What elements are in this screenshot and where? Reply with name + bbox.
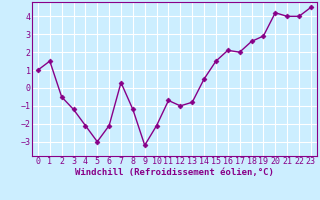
X-axis label: Windchill (Refroidissement éolien,°C): Windchill (Refroidissement éolien,°C)	[75, 168, 274, 177]
